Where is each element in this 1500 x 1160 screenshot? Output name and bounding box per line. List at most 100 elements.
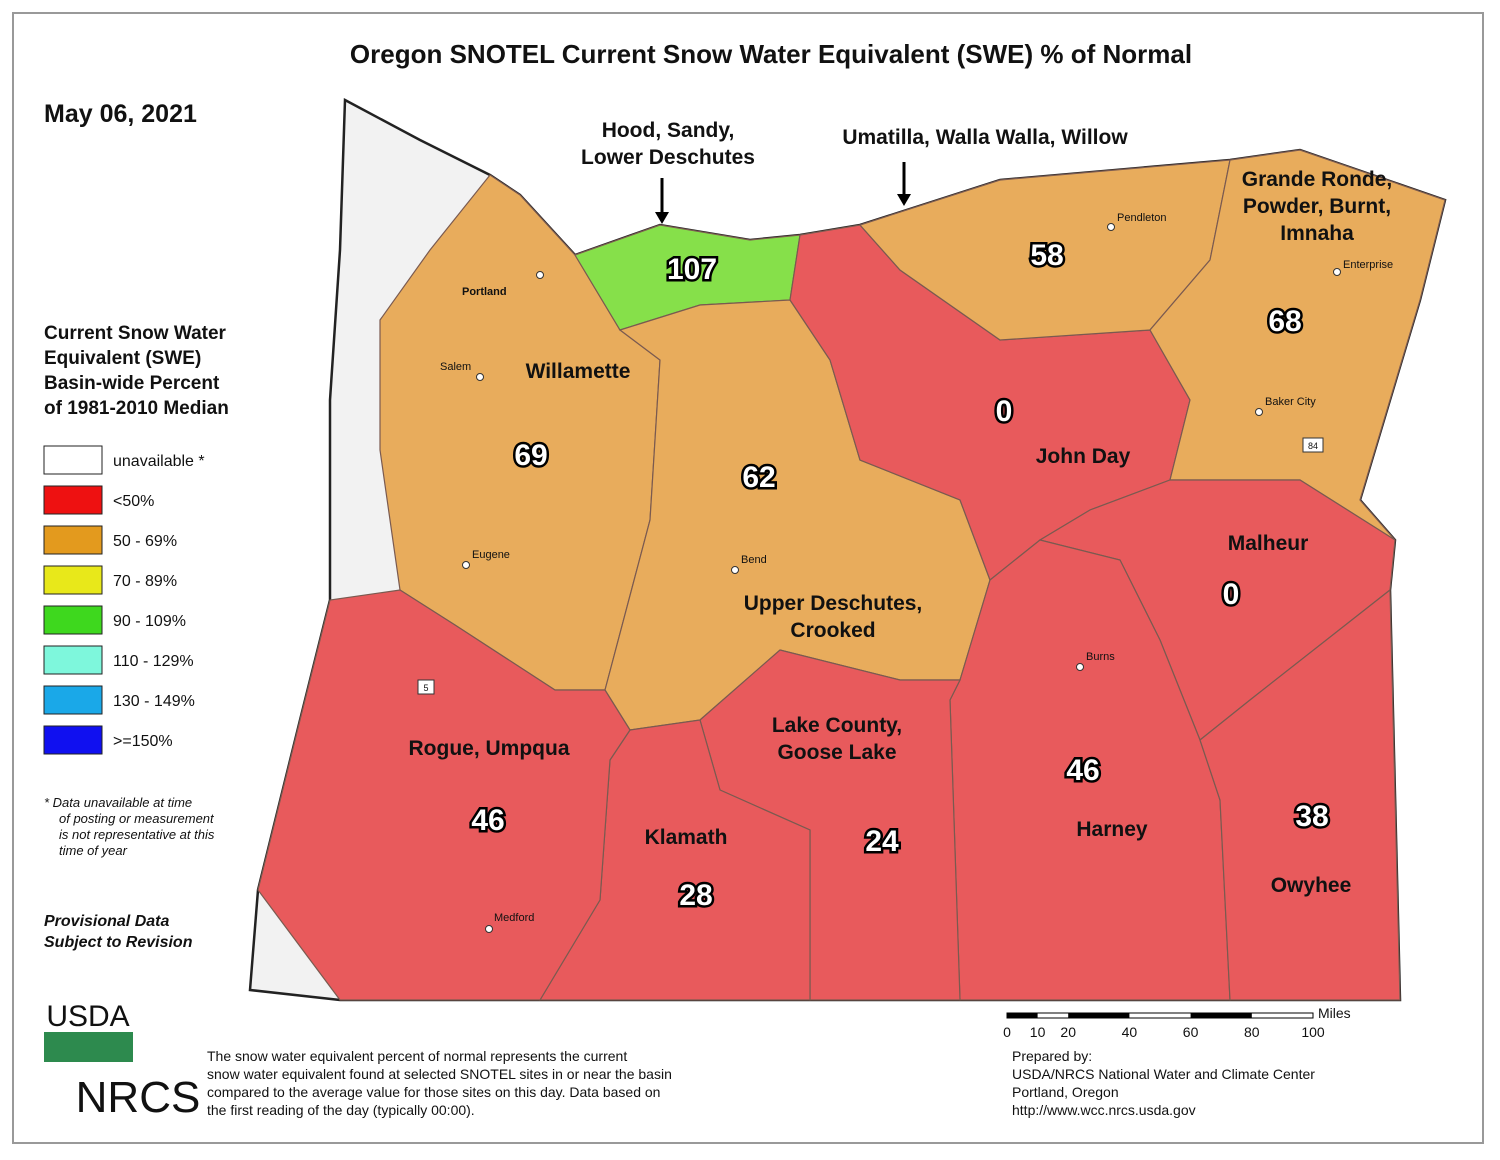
basin-value: 0 bbox=[1223, 578, 1240, 611]
prepared-by: USDA/NRCS National Water and Climate Cen… bbox=[1012, 1066, 1315, 1082]
basin-name: Crooked bbox=[790, 619, 875, 642]
basin-name: Lower Deschutes bbox=[581, 146, 755, 169]
basin-name: John Day bbox=[1036, 445, 1131, 468]
basin-name: Grande Ronde, bbox=[1242, 168, 1393, 191]
basin-name: Lake County, bbox=[772, 714, 902, 737]
city-dot bbox=[1107, 223, 1115, 231]
city-label: Medford bbox=[494, 912, 534, 924]
basin-name: Klamath bbox=[645, 826, 728, 849]
highway-shield bbox=[1302, 437, 1324, 453]
basin-value: 68 bbox=[1268, 305, 1301, 338]
basin-name: Powder, Burnt, bbox=[1243, 195, 1391, 218]
basin-name: Upper Deschutes, bbox=[744, 592, 923, 615]
legend-label: <50% bbox=[113, 493, 154, 510]
legend-swatch bbox=[43, 685, 103, 715]
basin-name: Malheur bbox=[1228, 532, 1309, 555]
provisional: Subject to Revision bbox=[44, 934, 193, 951]
scale-segment bbox=[1068, 1013, 1130, 1018]
scale-segment bbox=[1190, 1013, 1252, 1018]
city-label: Eugene bbox=[472, 549, 510, 561]
scale-tick: 100 bbox=[1301, 1024, 1325, 1040]
city-label: Salem bbox=[440, 361, 471, 373]
highway-shield bbox=[417, 679, 435, 695]
basin-owyhee bbox=[1199, 588, 1401, 1001]
city-dot bbox=[462, 561, 470, 569]
legend-title: Basin-wide Percent bbox=[44, 373, 220, 394]
basin-value: 107 bbox=[667, 253, 717, 286]
logo-usda: USDA bbox=[46, 1000, 129, 1033]
city-label: Portland bbox=[462, 286, 507, 298]
city-label: Pendleton bbox=[1117, 212, 1167, 224]
prepared-by: Portland, Oregon bbox=[1012, 1084, 1119, 1100]
footnote: time of year bbox=[59, 843, 128, 858]
legend-swatch bbox=[43, 725, 103, 755]
legend-title: Equivalent (SWE) bbox=[44, 348, 201, 369]
highway-label: 84 bbox=[1308, 441, 1318, 451]
city-dot bbox=[731, 566, 739, 574]
highway-label: 5 bbox=[423, 683, 428, 693]
legend-label: 130 - 149% bbox=[113, 693, 195, 710]
legend-label: 50 - 69% bbox=[113, 533, 177, 550]
footnote: of posting or measurement bbox=[59, 811, 215, 826]
scale-tick: 40 bbox=[1122, 1024, 1138, 1040]
legend-swatch bbox=[43, 565, 103, 595]
city-dot bbox=[485, 925, 493, 933]
basin-value: 69 bbox=[514, 439, 547, 472]
basin-name: Rogue, Umpqua bbox=[409, 737, 570, 760]
basin-value: 46 bbox=[1066, 754, 1099, 787]
description: The snow water equivalent percent of nor… bbox=[207, 1048, 627, 1064]
prepared-by: http://www.wcc.nrcs.usda.gov bbox=[1012, 1102, 1196, 1118]
city-label: Burns bbox=[1086, 651, 1115, 663]
logo-band bbox=[44, 1032, 133, 1062]
city-label: Baker City bbox=[1265, 396, 1316, 408]
legend-label: >=150% bbox=[113, 733, 173, 750]
scale-tick: 0 bbox=[1003, 1024, 1011, 1040]
arrow-head bbox=[897, 194, 911, 206]
legend-swatch bbox=[43, 525, 103, 555]
basin-name: Willamette bbox=[526, 360, 631, 383]
scale-segment bbox=[1007, 1013, 1038, 1018]
legend-swatch bbox=[43, 485, 103, 515]
labels: Current Snow Water Equivalent (SWE) Basin-… bbox=[43, 119, 1393, 1118]
usda-logo: USDA NRCS bbox=[44, 1000, 200, 1122]
legend-label: 70 - 89% bbox=[113, 573, 177, 590]
basin-value: 58 bbox=[1030, 239, 1063, 272]
state-map bbox=[248, 97, 1447, 1002]
legend-swatch bbox=[43, 605, 103, 635]
basin-rogue bbox=[257, 589, 631, 1001]
legend-label: 90 - 109% bbox=[113, 613, 186, 630]
footnote: * Data unavailable at time bbox=[44, 795, 192, 810]
scale-tick: 60 bbox=[1183, 1024, 1199, 1040]
scale-unit: Miles bbox=[1318, 1005, 1351, 1021]
basin-value: 0 bbox=[996, 395, 1013, 428]
date: May 06, 2021 bbox=[44, 100, 197, 128]
scale-bar bbox=[1006, 1012, 1314, 1019]
description: the first reading of the day (typically … bbox=[207, 1102, 475, 1118]
city-label: Bend bbox=[741, 554, 767, 566]
basin-value: 28 bbox=[679, 879, 712, 912]
prepared-by: Prepared by: bbox=[1012, 1048, 1092, 1064]
legend-title: of 1981-2010 Median bbox=[44, 398, 229, 419]
basin-name: Hood, Sandy, bbox=[602, 119, 735, 142]
basin-name: Goose Lake bbox=[777, 741, 896, 764]
city-dot bbox=[476, 373, 484, 381]
description: compared to the average value for those … bbox=[207, 1084, 660, 1100]
city-dot bbox=[1255, 408, 1263, 416]
legend-label: unavailable * bbox=[113, 453, 205, 470]
arrow-head bbox=[655, 212, 669, 224]
legend-label: 110 - 129% bbox=[113, 653, 194, 670]
legend-title: Current Snow Water bbox=[44, 323, 227, 344]
basin-name: Imnaha bbox=[1280, 222, 1354, 245]
basin-name: Umatilla, Walla Walla, Willow bbox=[842, 126, 1128, 149]
scale-tick: 10 bbox=[1030, 1024, 1046, 1040]
basin-value: 24 bbox=[865, 825, 899, 858]
basin-name: Harney bbox=[1076, 818, 1148, 841]
description: snow water equivalent found at selected … bbox=[207, 1066, 672, 1082]
logo-nrcs: NRCS bbox=[76, 1073, 201, 1122]
basin-value: 46 bbox=[471, 804, 504, 837]
basin-value: 62 bbox=[742, 461, 775, 494]
city-label: Enterprise bbox=[1343, 259, 1393, 271]
title: Oregon SNOTEL Current Snow Water Equival… bbox=[350, 39, 1192, 69]
basin-value: 38 bbox=[1295, 800, 1328, 833]
